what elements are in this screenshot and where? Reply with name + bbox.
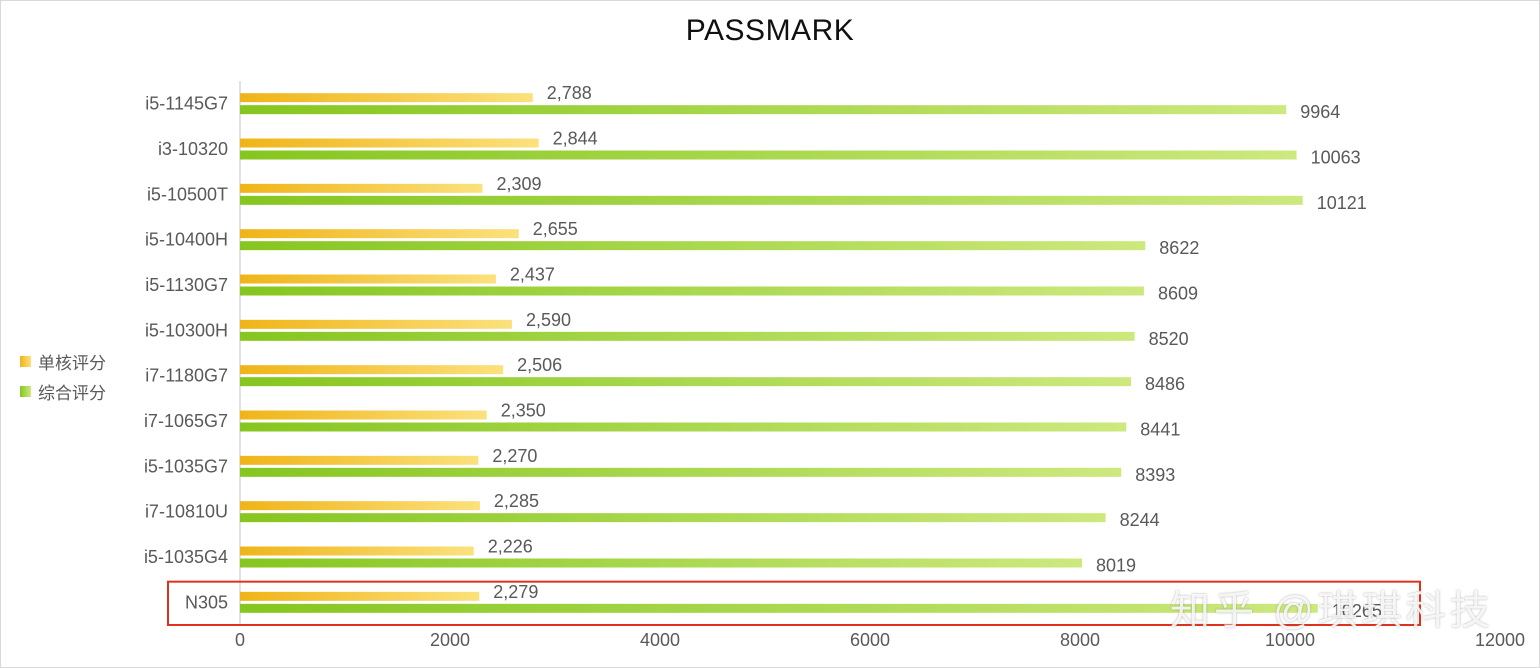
legend-label-overall: 综合评分 <box>38 383 106 403</box>
category-label: N305 <box>185 592 228 612</box>
data-label-overall: 8244 <box>1120 510 1160 530</box>
data-label-overall: 8441 <box>1140 420 1180 440</box>
data-label-overall: 10063 <box>1311 148 1361 168</box>
data-label-overall: 8520 <box>1149 329 1189 349</box>
legend-swatch-single-core <box>20 355 31 367</box>
data-label-single-core: 2,270 <box>492 446 537 466</box>
legend-item-single-core[interactable]: 单核评分 <box>20 346 106 376</box>
category-label: i5-1035G4 <box>144 547 228 567</box>
bar-single-core[interactable] <box>240 138 539 148</box>
data-label-single-core: 2,279 <box>493 582 538 602</box>
x-tick-label: 8000 <box>1060 630 1100 650</box>
category-label: i3-10320 <box>158 139 228 159</box>
x-tick-label: 4000 <box>640 630 680 650</box>
data-label-single-core: 2,506 <box>517 355 562 375</box>
bar-overall[interactable] <box>240 150 1297 160</box>
data-label-overall: 8609 <box>1158 284 1198 304</box>
legend-swatch-overall <box>20 385 31 397</box>
bar-single-core[interactable] <box>240 274 496 284</box>
bar-single-core[interactable] <box>240 455 479 465</box>
data-label-overall: 10121 <box>1317 193 1367 213</box>
category-label: i5-1130G7 <box>145 275 228 295</box>
bar-overall[interactable] <box>240 422 1127 432</box>
x-tick-label: 2000 <box>430 630 470 650</box>
category-label: i5-1035G7 <box>144 456 228 476</box>
data-label-overall: 8622 <box>1159 238 1199 258</box>
bar-overall[interactable] <box>240 195 1303 205</box>
data-label-single-core: 2,788 <box>547 83 592 103</box>
data-label-overall: 8019 <box>1096 556 1136 576</box>
bar-single-core[interactable] <box>240 93 533 103</box>
data-label-single-core: 2,285 <box>494 491 539 511</box>
bar-overall[interactable] <box>240 603 1318 613</box>
x-tick-label: 12000 <box>1475 630 1525 650</box>
x-tick-label: 0 <box>235 630 245 650</box>
x-tick-label: 10000 <box>1265 630 1315 650</box>
bar-overall[interactable] <box>240 377 1132 387</box>
highlight-box <box>167 580 1421 627</box>
bar-overall[interactable] <box>240 513 1106 523</box>
chart-title: PASSMARK <box>685 14 855 47</box>
bar-overall[interactable] <box>240 467 1122 477</box>
bar-single-core[interactable] <box>240 501 480 511</box>
legend[interactable]: 单核评分 综合评分 <box>20 346 106 406</box>
data-label-single-core: 2,309 <box>496 174 541 194</box>
data-label-overall: 9964 <box>1300 102 1340 122</box>
bar-single-core[interactable] <box>240 319 512 329</box>
data-label-overall: 10265 <box>1332 601 1382 621</box>
bar-single-core[interactable] <box>240 591 480 601</box>
watermark-text: 知乎 @琪琪科技 <box>1170 589 1494 633</box>
bar-single-core[interactable] <box>240 365 504 375</box>
category-label: i5-10500T <box>147 184 228 204</box>
bar-overall[interactable] <box>240 241 1146 251</box>
data-label-single-core: 2,350 <box>501 401 546 421</box>
data-label-single-core: 2,226 <box>488 537 533 557</box>
legend-item-overall[interactable]: 综合评分 <box>20 376 106 406</box>
bar-single-core[interactable] <box>240 183 483 193</box>
legend-label-single-core: 单核评分 <box>38 353 106 373</box>
category-label: i7-1180G7 <box>145 366 228 386</box>
category-label: i5-1145G7 <box>145 94 228 114</box>
bar-single-core[interactable] <box>240 229 519 239</box>
data-label-single-core: 2,844 <box>553 129 598 149</box>
data-label-single-core: 2,437 <box>510 265 555 285</box>
data-label-single-core: 2,655 <box>533 219 578 239</box>
bar-single-core[interactable] <box>240 546 474 556</box>
bar-overall[interactable] <box>240 286 1144 296</box>
data-label-overall: 8486 <box>1145 374 1185 394</box>
category-label: i5-10400H <box>145 230 228 250</box>
x-tick-label: 6000 <box>850 630 890 650</box>
data-label-single-core: 2,590 <box>526 310 571 330</box>
bar-single-core[interactable] <box>240 410 487 420</box>
bar-overall[interactable] <box>240 331 1135 341</box>
data-label-overall: 8393 <box>1135 465 1175 485</box>
plot-area: i5-1145G7 2,788 9964 i3-10320 2,844 10063 i5-1… <box>144 81 1525 650</box>
bar-overall[interactable] <box>240 558 1082 568</box>
category-label: i7-10810U <box>145 502 228 522</box>
category-label: i7-1065G7 <box>144 411 228 431</box>
bar-overall[interactable] <box>240 105 1287 115</box>
category-label: i5-10300H <box>145 320 228 340</box>
